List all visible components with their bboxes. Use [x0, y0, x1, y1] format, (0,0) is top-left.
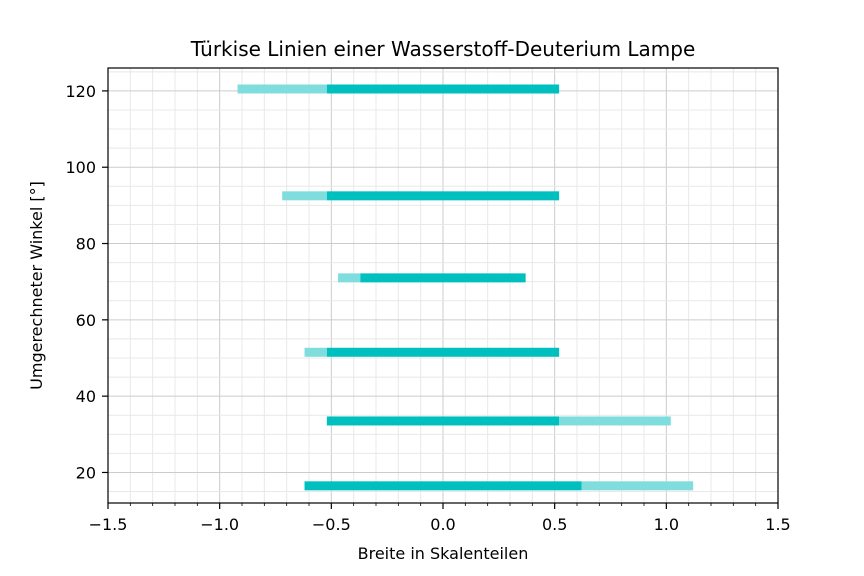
bar-main	[326, 191, 560, 201]
x-axis: −1.5 −1.0 −0.5 0.0 0.5 1.0 1.5	[89, 503, 791, 534]
x-tick-label: 0.0	[430, 515, 455, 534]
y-tick-label: 40	[76, 387, 96, 406]
bar-main	[326, 347, 560, 357]
x-tick-label: 1.0	[654, 515, 679, 534]
chart-title: Türkise Linien einer Wasserstoff-Deuteri…	[190, 37, 696, 61]
x-tick-label: −1.0	[200, 515, 239, 534]
x-tick-label: −0.5	[312, 515, 351, 534]
x-tick-label: −1.5	[89, 515, 128, 534]
bar-main	[304, 481, 582, 491]
y-tick-label: 60	[76, 311, 96, 330]
y-tick-label: 80	[76, 235, 96, 254]
y-axis-label: Umgerechneter Winkel [°]	[27, 181, 46, 390]
bar-extension	[581, 481, 694, 491]
y-tick-label: 100	[65, 158, 96, 177]
bar-main	[326, 84, 560, 94]
bar-extension	[338, 273, 361, 283]
bar-main	[326, 416, 560, 426]
x-tick-label: 0.5	[542, 515, 567, 534]
x-tick-label: 1.5	[765, 515, 790, 534]
bar-main	[360, 273, 526, 283]
y-axis: 20 40 60 80 100 120	[65, 82, 108, 482]
bars	[237, 84, 694, 491]
bar-extension	[304, 347, 327, 357]
bar-extension	[559, 416, 671, 426]
bar-extension	[282, 191, 327, 201]
bar-extension	[237, 84, 327, 94]
y-tick-label: 20	[76, 463, 96, 482]
grid	[107, 68, 779, 503]
x-axis-label: Breite in Skalenteilen	[358, 544, 529, 563]
y-tick-label: 120	[65, 82, 96, 101]
